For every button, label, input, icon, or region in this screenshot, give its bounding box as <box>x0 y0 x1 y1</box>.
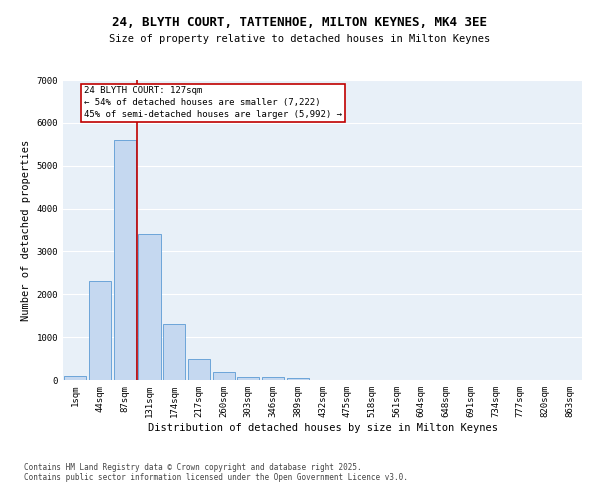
Bar <box>287 378 309 380</box>
Bar <box>113 140 136 380</box>
Text: 24, BLYTH COURT, TATTENHOE, MILTON KEYNES, MK4 3EE: 24, BLYTH COURT, TATTENHOE, MILTON KEYNE… <box>113 16 487 29</box>
Bar <box>89 282 111 380</box>
Y-axis label: Number of detached properties: Number of detached properties <box>21 140 31 320</box>
Text: 24 BLYTH COURT: 127sqm
← 54% of detached houses are smaller (7,222)
45% of semi-: 24 BLYTH COURT: 127sqm ← 54% of detached… <box>84 86 342 119</box>
X-axis label: Distribution of detached houses by size in Milton Keynes: Distribution of detached houses by size … <box>148 422 497 432</box>
Bar <box>262 378 284 380</box>
Bar <box>212 372 235 380</box>
Bar <box>237 376 259 380</box>
Bar <box>188 358 210 380</box>
Text: Size of property relative to detached houses in Milton Keynes: Size of property relative to detached ho… <box>109 34 491 44</box>
Text: Contains HM Land Registry data © Crown copyright and database right 2025.
Contai: Contains HM Land Registry data © Crown c… <box>24 463 408 482</box>
Bar <box>139 234 161 380</box>
Bar <box>64 376 86 380</box>
Bar <box>163 324 185 380</box>
